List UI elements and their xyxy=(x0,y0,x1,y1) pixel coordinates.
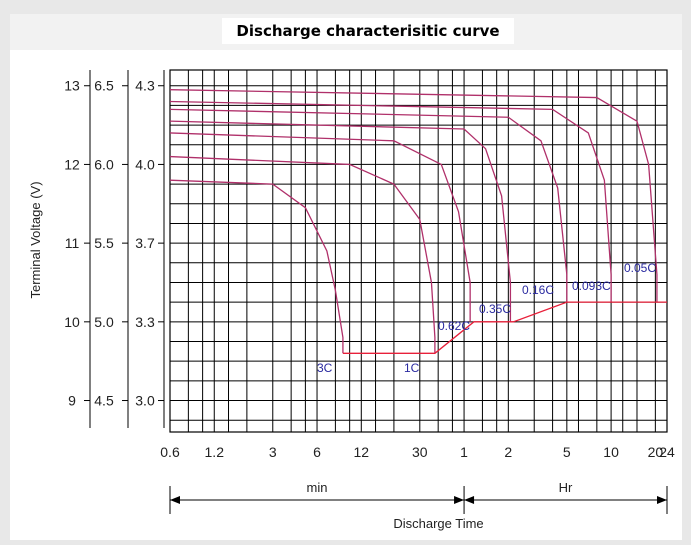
x-tick-label: 2 xyxy=(504,444,512,460)
series-layer xyxy=(169,89,667,354)
y-tick-label: 4.3 xyxy=(135,78,155,94)
x-tick-label: 1 xyxy=(460,444,468,460)
y-tick-label: 11 xyxy=(65,235,80,251)
y-tick-label: 10 xyxy=(64,314,80,330)
curve-label: 3C xyxy=(317,361,333,375)
x-tick-label: 6 xyxy=(313,444,321,460)
segment-label-min: min xyxy=(307,480,328,495)
curve-label: 0.35C xyxy=(479,302,511,316)
x-tick-label: 0.6 xyxy=(160,444,180,460)
curve-0.62C xyxy=(169,132,471,322)
curve-0.16C xyxy=(169,108,568,303)
curve-label: 0.05C xyxy=(624,261,656,275)
y-axis-title: Terminal Voltage (V) xyxy=(28,181,43,298)
chart-title: Discharge characterisitic curve xyxy=(222,18,514,44)
arrow-head xyxy=(657,496,667,504)
curve-0.093C xyxy=(169,100,612,303)
end-voltage-line xyxy=(342,301,667,354)
curve-0.05C xyxy=(169,89,658,303)
x-tick-label: 20 xyxy=(648,444,664,460)
y-tick-label: 6.5 xyxy=(94,78,114,94)
curve-1C xyxy=(169,155,436,354)
x-tick-label: 3 xyxy=(269,444,277,460)
x-tick-label: 1.2 xyxy=(205,444,225,460)
curve-label: 1C xyxy=(404,361,420,375)
plot-border xyxy=(169,69,668,433)
chart-frame xyxy=(10,14,682,540)
y-tick-label: 13 xyxy=(64,78,80,94)
curve-0.35C xyxy=(169,120,512,322)
y-tick-label: 6.0 xyxy=(94,156,114,172)
arrow-head xyxy=(464,496,475,504)
y-tick-label: 3.3 xyxy=(135,314,155,330)
curve-label: 0.16C xyxy=(522,283,554,297)
x-tick-label: 24 xyxy=(659,444,675,460)
x-axis-title: Discharge Time xyxy=(393,516,483,531)
segment-label-hr: Hr xyxy=(559,480,573,495)
y-tick-label: 12 xyxy=(64,156,80,172)
x-tick-label: 10 xyxy=(603,444,619,460)
x-tick-label: 30 xyxy=(412,444,428,460)
arrow-head xyxy=(170,496,180,504)
y-tick-label: 5.0 xyxy=(94,314,114,330)
y-tick-label: 3.0 xyxy=(135,393,155,409)
y-tick-label: 4.0 xyxy=(135,156,155,172)
axes xyxy=(84,70,668,514)
y-tick-label: 5.5 xyxy=(94,235,114,251)
y-tick-label: 9 xyxy=(68,393,76,409)
y-tick-label: 3.7 xyxy=(135,235,155,251)
arrow-head xyxy=(454,496,465,504)
curve-3C xyxy=(169,179,344,354)
curve-label: 0.093C xyxy=(572,279,611,293)
grid xyxy=(169,69,668,433)
labels: 0.6 1.2 3 6 12 30 1 2 5 10 20241312111096.56.05.55… xyxy=(28,78,675,531)
x-tick-label: 5 xyxy=(563,444,571,460)
curve-label: 0.62C xyxy=(438,319,470,333)
x-tick-label: 12 xyxy=(354,444,370,460)
y-tick-label: 4.5 xyxy=(94,393,114,409)
